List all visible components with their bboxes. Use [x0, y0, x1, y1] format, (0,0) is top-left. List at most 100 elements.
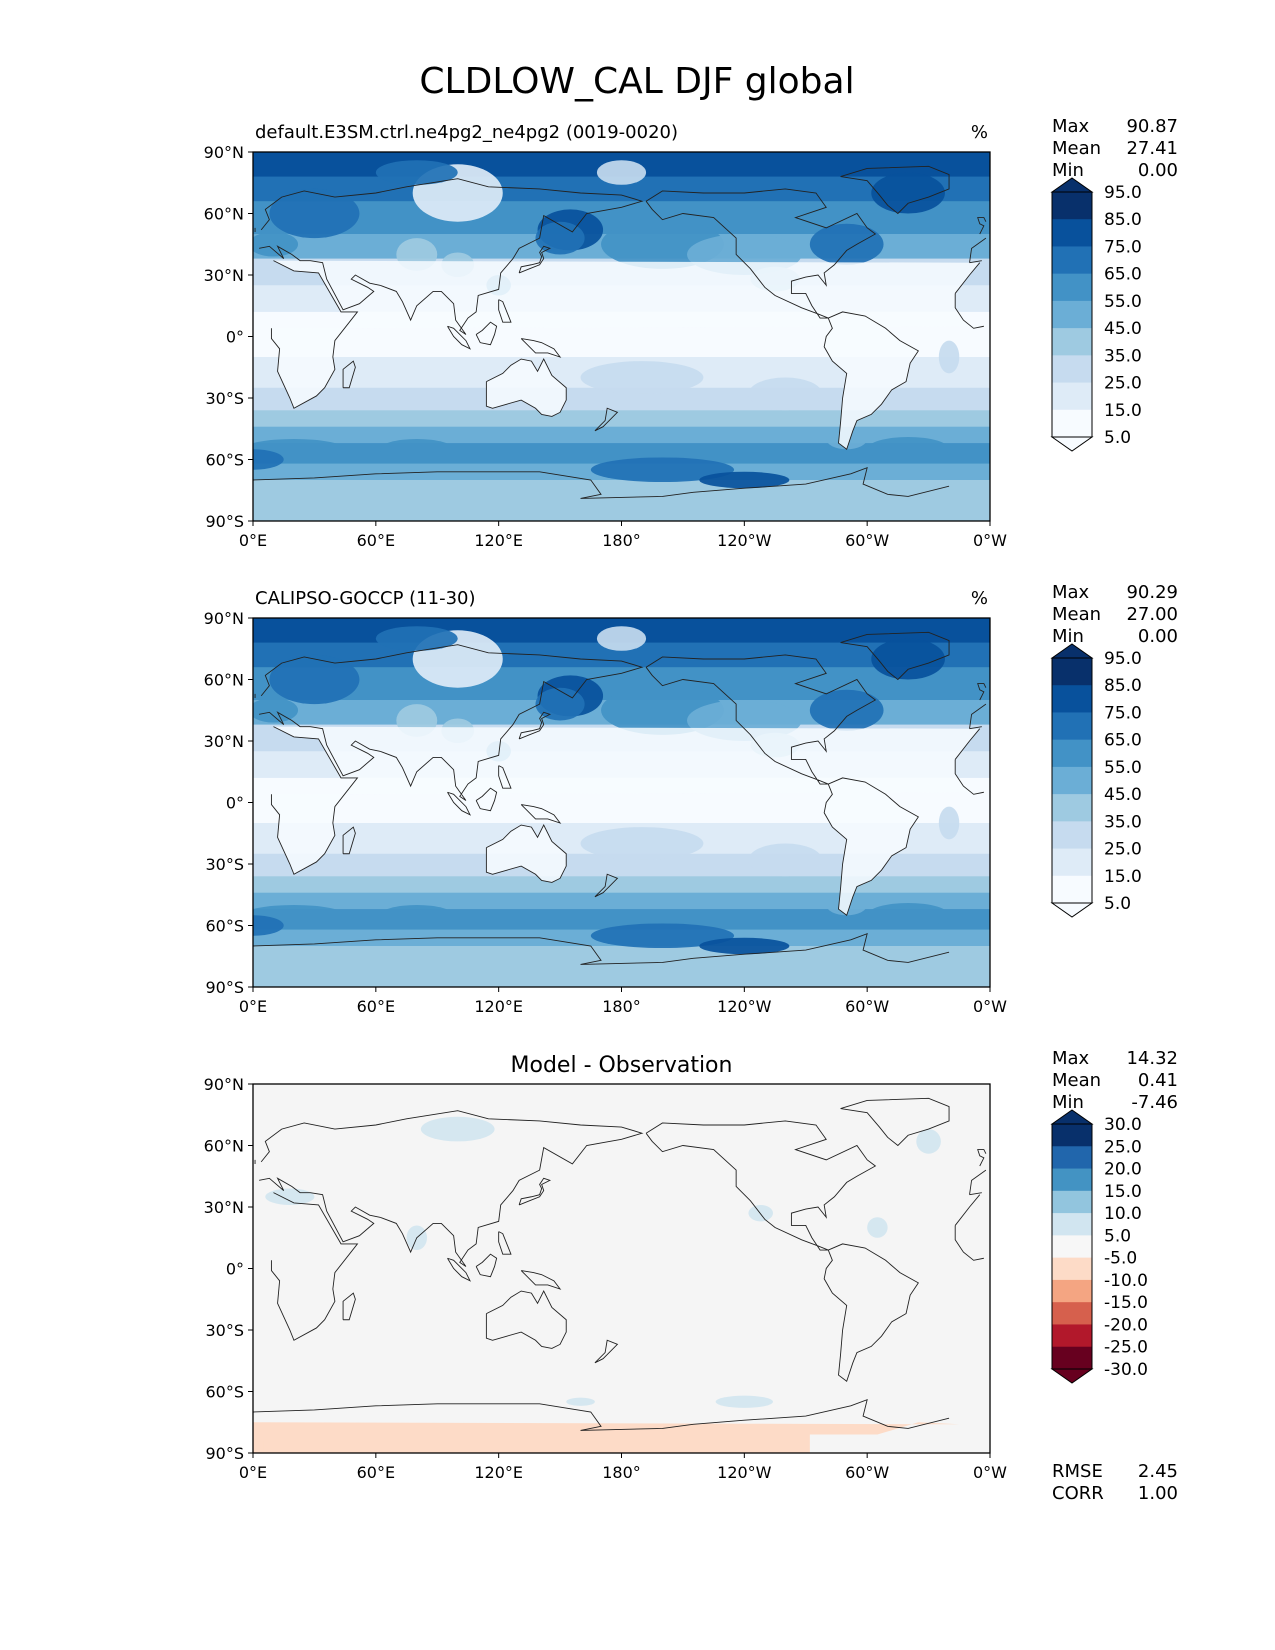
land-fill	[271, 726, 984, 875]
coastline-namerica	[645, 188, 877, 319]
coastlines	[253, 165, 987, 499]
coastline-eurasia	[259, 644, 987, 801]
colorbar-segment	[1052, 1257, 1092, 1281]
coastline-australia	[485, 824, 567, 883]
colorbar-segment	[1052, 1346, 1092, 1370]
x-tick-label: 60°W	[845, 997, 889, 1016]
stat-value: 0.00	[1138, 626, 1178, 647]
map-cloud-region	[253, 231, 299, 257]
colorbar-segment	[1052, 848, 1092, 877]
y-tick-label: 60°S	[205, 451, 244, 470]
stat-value: 27.41	[1126, 138, 1178, 159]
coastline-nz	[594, 407, 619, 432]
coastline-philippines	[498, 765, 512, 789]
coastline-africa	[270, 260, 984, 409]
colorbar-label: 20.0	[1104, 1160, 1142, 1180]
colorbar-label: 95.0	[1104, 183, 1142, 203]
map-cloud-region	[379, 439, 454, 460]
stat-label: Mean	[1052, 604, 1101, 625]
map-cloud-region	[535, 221, 585, 255]
stat-label: Mean	[1052, 138, 1101, 159]
colorbar-label: 75.0	[1104, 237, 1142, 257]
y-tick-label: 90°S	[205, 512, 244, 531]
colorbar-segment	[1052, 300, 1092, 329]
panel-title: default.E3SM.ctrl.ne4pg2_ne4pg2 (0019-00…	[255, 122, 678, 143]
map-band	[253, 892, 990, 910]
coastline-newguinea	[520, 1270, 562, 1290]
x-tick-label: 60°E	[357, 997, 395, 1016]
map-cloud-region	[580, 827, 704, 860]
coastline-samerica	[823, 1243, 919, 1382]
coastlines	[253, 1097, 987, 1431]
map-cloud-region	[590, 457, 735, 483]
map-cloud-region	[699, 937, 790, 955]
colorbar-segment	[1052, 382, 1092, 411]
coastline-newguinea	[520, 804, 562, 824]
map-cloud-region	[253, 449, 284, 470]
map-cloud-region	[379, 905, 454, 926]
coastline-philippines	[498, 299, 512, 323]
colorbar-segment	[1052, 1213, 1092, 1236]
colorbar-segment	[1052, 355, 1092, 384]
difference-region	[566, 1397, 595, 1406]
colorbar-segment	[1052, 409, 1092, 438]
units-label: %	[971, 122, 988, 143]
stat-value: 90.87	[1126, 116, 1178, 137]
x-tick-label: 0°W	[973, 997, 1007, 1016]
coastline-madagascar	[342, 1292, 356, 1321]
land-fill	[486, 825, 567, 883]
coastline-namerica	[645, 654, 877, 785]
difference-region	[265, 1188, 315, 1205]
difference-region	[916, 1129, 941, 1154]
colorbar-label: 5.0	[1104, 894, 1131, 914]
colorbar-segment	[1052, 821, 1092, 850]
x-tick-label: 0°E	[239, 997, 267, 1016]
colorbar-label: -5.0	[1104, 1249, 1137, 1269]
colorbar-label: 25.0	[1104, 374, 1142, 394]
colorbar-segment	[1052, 1279, 1092, 1303]
x-tick-label: 60°W	[845, 531, 889, 550]
x-tick-label: 120°E	[474, 997, 523, 1016]
y-tick-label: 60°N	[204, 205, 244, 224]
coastline-uk	[254, 683, 987, 701]
map-cloud-region	[938, 340, 960, 374]
coastline-borneo	[475, 1253, 498, 1278]
map-cloud-region	[748, 377, 823, 411]
y-tick-label: 30°N	[204, 732, 244, 751]
coastline-nz	[594, 873, 619, 898]
map-cloud-region	[867, 902, 950, 928]
land-fill	[824, 777, 919, 916]
coastline-borneo	[475, 787, 498, 812]
coastline-madagascar	[342, 360, 356, 389]
map-cloud-region	[269, 188, 360, 239]
coastline-greenland	[840, 631, 950, 681]
map-cloud-region	[253, 697, 299, 723]
map-cloud-region	[580, 361, 704, 394]
metric-label: CORR	[1052, 1483, 1104, 1504]
colorbar-label: 15.0	[1104, 867, 1142, 887]
stat-value: 14.32	[1126, 1048, 1178, 1069]
y-tick-label: 0°	[226, 794, 244, 813]
colorbar-segment	[1052, 328, 1092, 356]
x-tick-label: 60°E	[357, 1463, 395, 1482]
x-tick-label: 180°	[602, 1463, 641, 1482]
y-tick-label: 90°S	[205, 1444, 244, 1463]
difference-region	[253, 1422, 960, 1453]
map-field	[253, 1084, 990, 1453]
stat-label: Max	[1052, 582, 1090, 603]
coastline-greenland	[840, 165, 950, 215]
colorbar-segment	[1052, 685, 1092, 713]
map-cloud-region	[596, 160, 647, 185]
map-cloud-region	[871, 638, 945, 680]
coastline-newguinea	[520, 338, 562, 358]
colorbar-segment	[1052, 794, 1092, 822]
y-tick-label: 30°N	[204, 266, 244, 285]
colorbar-segment	[1052, 712, 1092, 741]
coastline-antarctica	[253, 1398, 950, 1431]
coastline-nz	[594, 1339, 619, 1364]
colorbar-segment	[1052, 246, 1092, 275]
colorbar-label: 35.0	[1104, 346, 1142, 366]
land-fill	[824, 311, 919, 450]
colorbar-label: 65.0	[1104, 265, 1142, 285]
